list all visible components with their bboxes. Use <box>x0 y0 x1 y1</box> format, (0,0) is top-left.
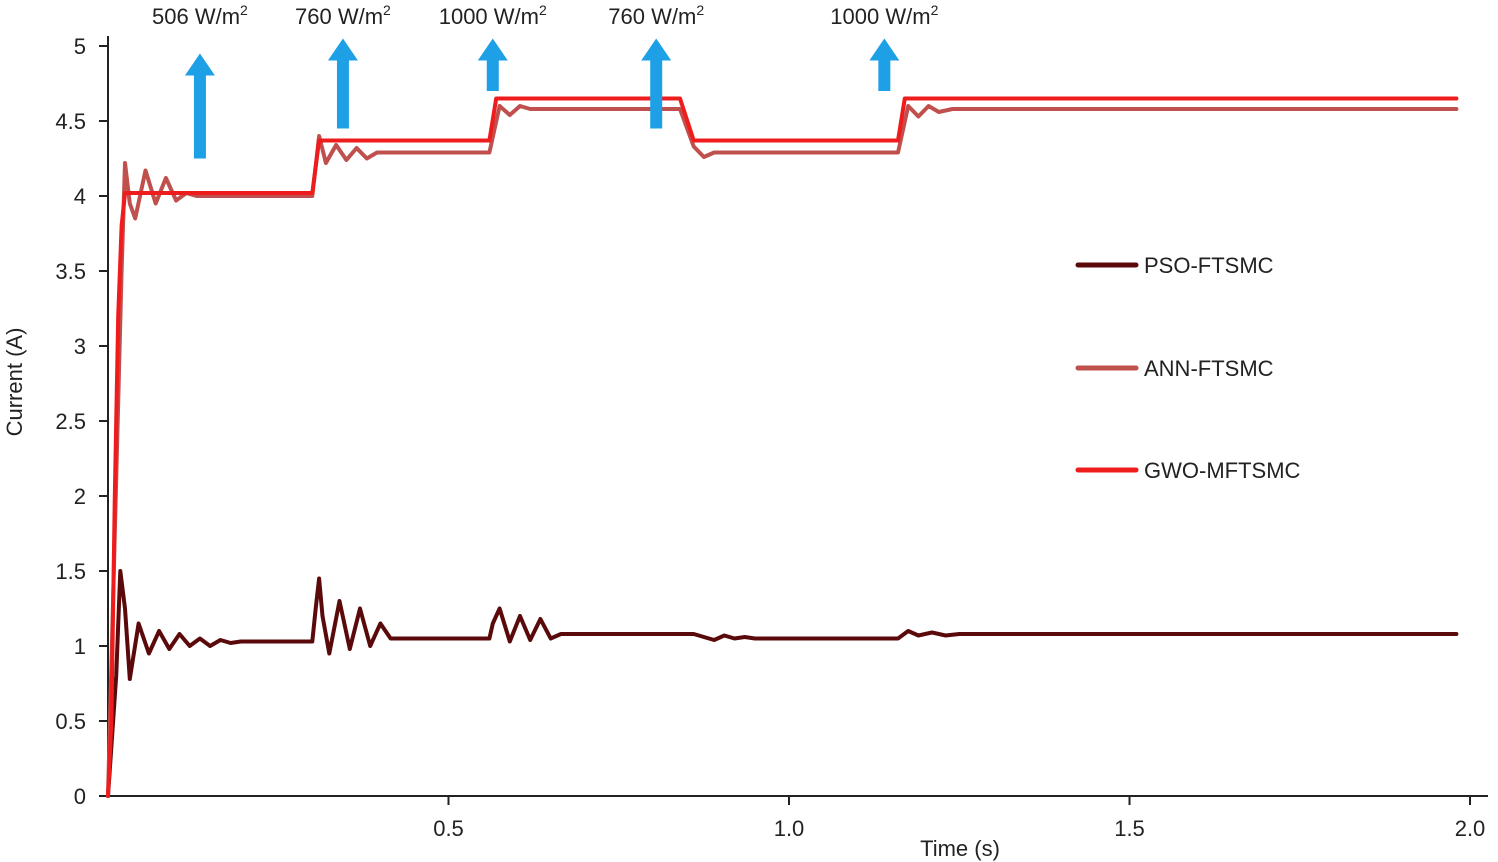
arrow-shaft <box>336 54 349 129</box>
y-tick-label: 1.5 <box>55 559 86 584</box>
irradiance-label: 1000 W/m2 <box>830 2 938 29</box>
legend-label: ANN-FTSMC <box>1144 356 1274 381</box>
series-line-pso-ftsmc <box>106 569 1459 798</box>
y-tick-label: 5 <box>74 34 86 59</box>
y-tick-label: 0 <box>74 784 86 809</box>
y-tick-label: 2.5 <box>55 409 86 434</box>
irradiance-marker: 1000 W/m2 <box>439 2 547 91</box>
x-tick-label: 1.5 <box>1114 816 1145 841</box>
irradiance-markers: 506 W/m2 760 W/m2 1000 W/m2 760 W/m2 1000 W/… <box>152 2 939 159</box>
y-tick-label: 1 <box>74 634 86 659</box>
y-tick-label: 0.5 <box>55 709 86 734</box>
y-tick-label: 4.5 <box>55 109 86 134</box>
legend-label: GWO-MFTSMC <box>1144 458 1301 483</box>
arrow-up-icon <box>477 38 508 61</box>
legend-label: PSO-FTSMC <box>1144 253 1274 278</box>
y-tick-label: 3 <box>74 334 86 359</box>
irradiance-marker: 506 W/m2 <box>152 2 248 159</box>
irradiance-label: 760 W/m2 <box>608 2 704 29</box>
legend: PSO-FTSMC ANN-FTSMC GWO-MFTSMC <box>1075 253 1301 483</box>
arrow-shaft <box>193 69 206 159</box>
axes: 0 0.5 1 1.5 2 2.5 3 3.5 4 4.5 5 0.5 1.0 1.5 2.0 <box>55 34 1488 841</box>
legend-item: GWO-MFTSMC <box>1075 458 1301 483</box>
y-axis-title: Current (A) <box>2 328 27 437</box>
irradiance-label: 760 W/m2 <box>295 2 391 29</box>
x-axis-title: Time (s) <box>920 836 1000 861</box>
series-layer <box>106 96 1459 798</box>
x-tick-label: 0.5 <box>433 816 464 841</box>
irradiance-marker: 760 W/m2 <box>295 2 391 129</box>
y-tick-label: 2 <box>74 484 86 509</box>
series-line-gwo-mftsmc <box>106 96 1459 798</box>
arrow-up-icon <box>869 38 900 61</box>
arrow-shaft <box>878 54 891 91</box>
irradiance-label: 506 W/m2 <box>152 2 248 29</box>
legend-item: PSO-FTSMC <box>1075 253 1274 278</box>
irradiance-marker: 760 W/m2 <box>608 2 704 129</box>
irradiance-marker: 1000 W/m2 <box>830 2 939 91</box>
arrow-up-icon <box>327 38 358 61</box>
arrow-shaft <box>486 54 499 91</box>
x-tick-label: 1.0 <box>774 816 805 841</box>
series-line-ann-ftsmc <box>106 104 1459 798</box>
legend-item: ANN-FTSMC <box>1075 356 1274 381</box>
y-tick-label: 3.5 <box>55 259 86 284</box>
y-tick-label: 4 <box>74 184 86 209</box>
x-tick-label: 2.0 <box>1455 816 1486 841</box>
arrow-up-icon <box>641 38 672 61</box>
arrow-shaft <box>650 54 663 129</box>
irradiance-label: 1000 W/m2 <box>439 2 547 29</box>
arrow-up-icon <box>184 53 215 76</box>
